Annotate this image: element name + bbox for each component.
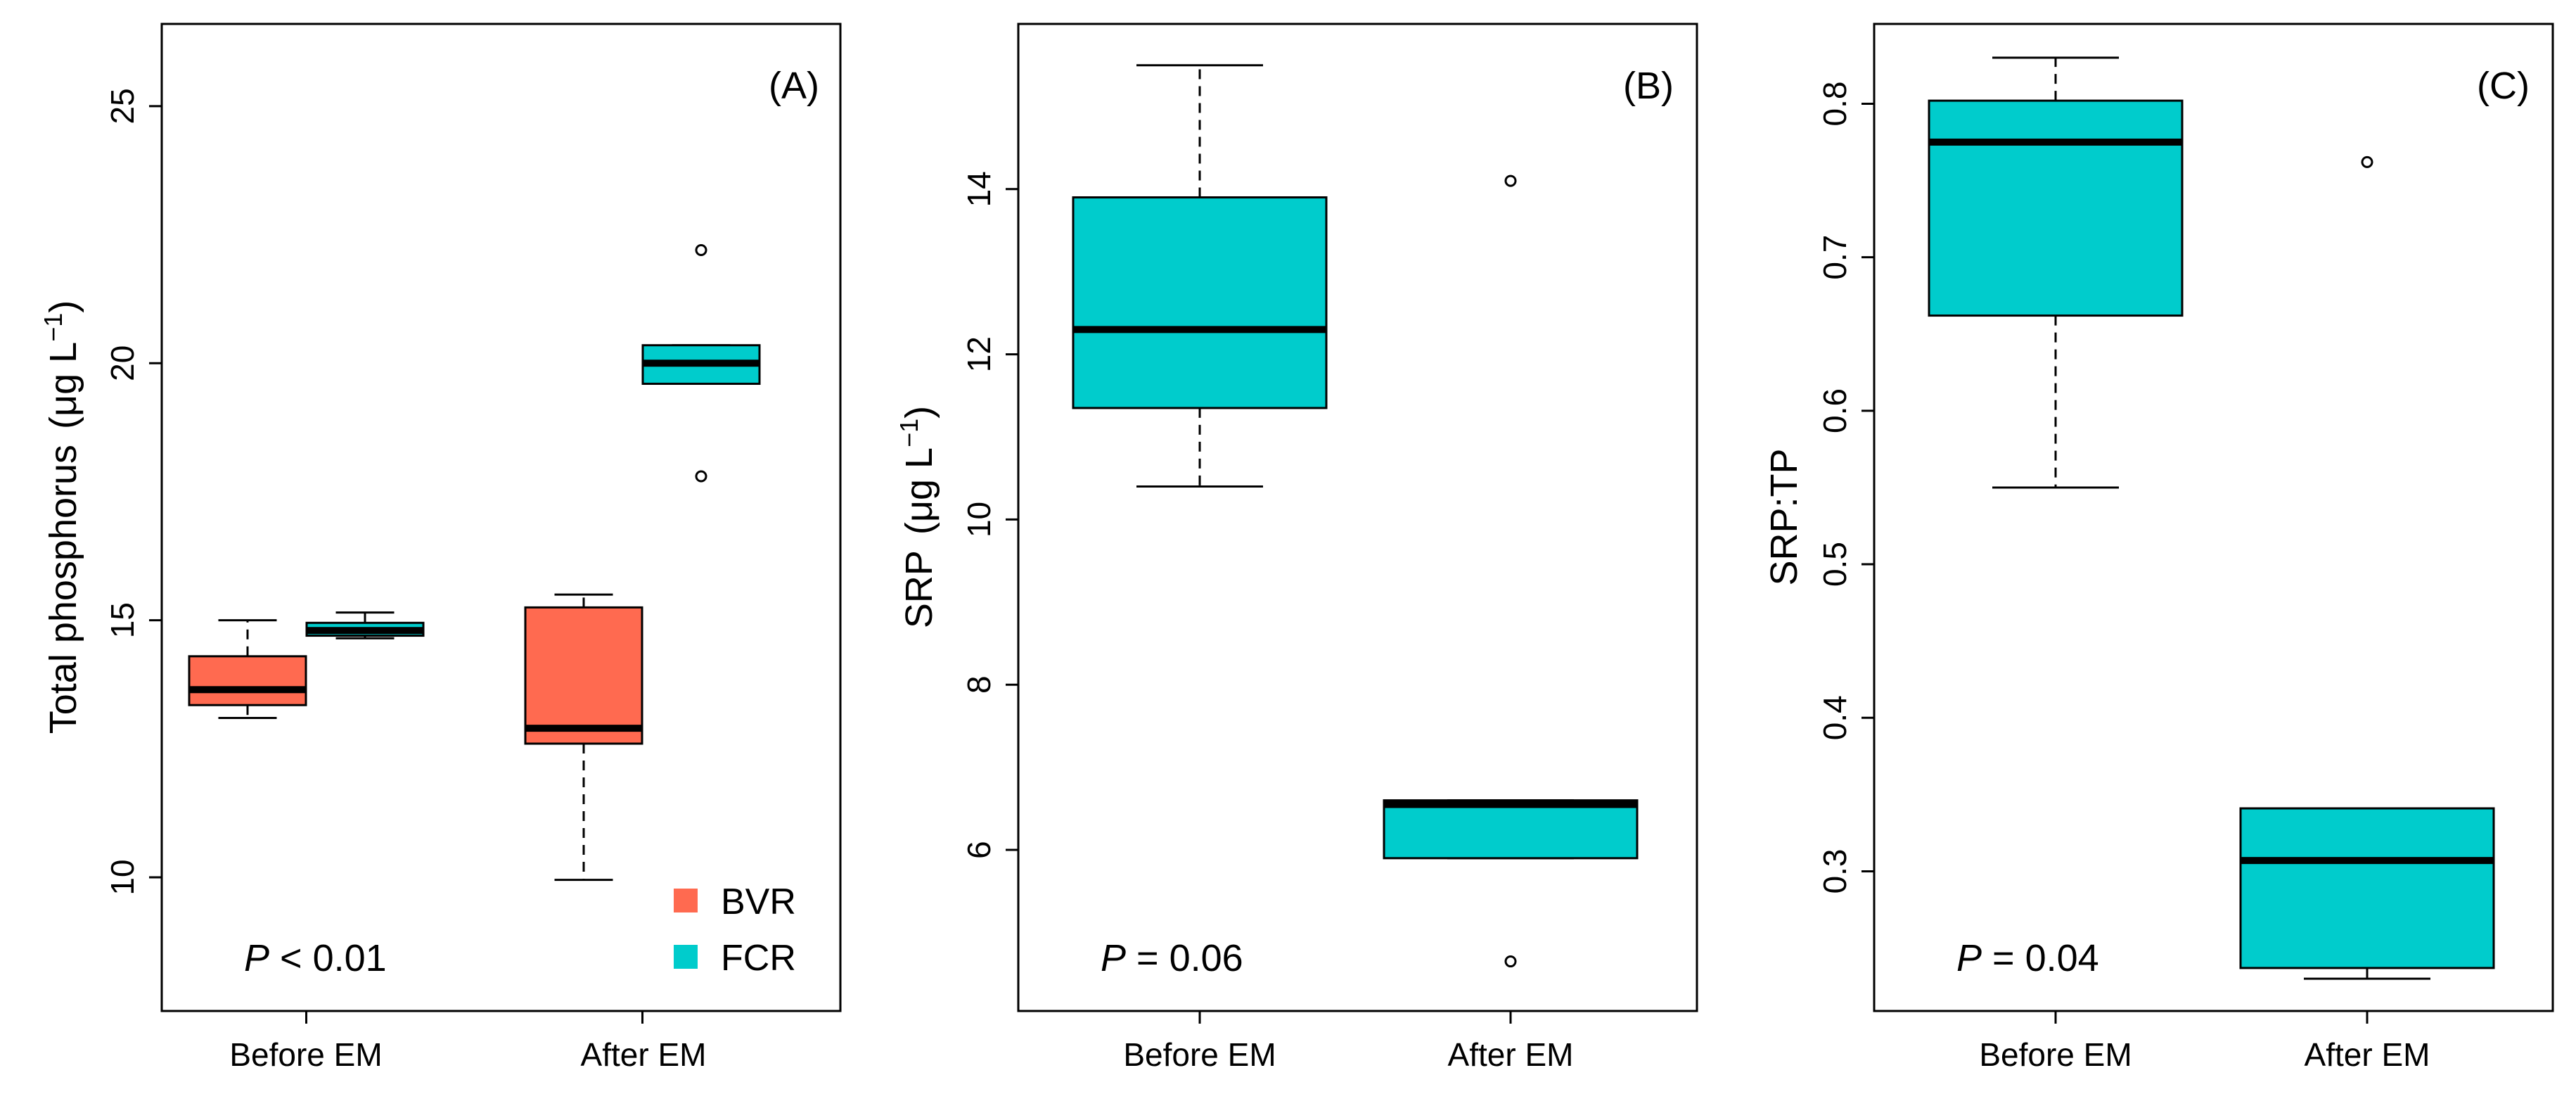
panel-b-p-value: P = 0.06 bbox=[1101, 937, 1243, 979]
y-tick-label: 0.8 bbox=[1816, 81, 1853, 126]
panel-a-x-axis: Before EM After EM bbox=[229, 1011, 706, 1073]
panel-b-y-axis-title: SRP(μg L−1) bbox=[895, 406, 940, 628]
y-tick-label: 20 bbox=[104, 345, 141, 381]
box-iqr bbox=[1928, 99, 2184, 317]
y-tick-label: 10 bbox=[961, 502, 997, 538]
panel-b-y-axis: 6 8 10 12 14 bbox=[961, 171, 1020, 859]
legend-label-bvr: BVR bbox=[721, 882, 796, 922]
panel-b-x-tick-before: Before EM bbox=[1123, 1036, 1276, 1073]
y-tick-label: 6 bbox=[961, 841, 997, 859]
outlier-point bbox=[1504, 174, 1517, 187]
box-iqr bbox=[524, 606, 643, 745]
panel-a-p-value: P < 0.01 bbox=[244, 937, 387, 979]
box-before-em-bvr bbox=[188, 619, 307, 719]
outlier-point bbox=[2361, 155, 2373, 168]
y-tick-label: 25 bbox=[104, 88, 141, 124]
panel-a-frame bbox=[160, 23, 842, 1012]
box-after-em-bvr bbox=[524, 593, 643, 882]
panel-c-y-axis: 0.3 0.4 0.5 0.6 0.7 0.8 bbox=[1816, 81, 1876, 893]
y-tick-label: 12 bbox=[961, 336, 997, 372]
legend-label-fcr: FCR bbox=[721, 938, 796, 979]
box-iqr bbox=[1383, 799, 1639, 860]
panel-c-p-value: P = 0.04 bbox=[1956, 937, 2099, 979]
y-tick-label: 15 bbox=[104, 602, 141, 638]
y-tick-label: 0.7 bbox=[1816, 235, 1853, 280]
legend: BVR FCR bbox=[674, 882, 796, 979]
box-before-em-fcr bbox=[1072, 64, 1328, 488]
legend-swatch-bvr bbox=[674, 889, 698, 912]
panel-a-x-tick-after: After EM bbox=[581, 1036, 707, 1073]
box-iqr bbox=[1072, 196, 1328, 409]
box-after-em-fcr bbox=[641, 244, 761, 483]
box-before-em-fcr bbox=[305, 611, 425, 640]
y-tick-label: 14 bbox=[961, 171, 997, 207]
panel-a-x-tick-before: Before EM bbox=[229, 1036, 382, 1073]
panel-b-label: (B) bbox=[1623, 65, 1674, 107]
panel-c: (C) SRP:TP 0.3 0.4 0.5 0.6 0.7 0.8 Before EM … bbox=[1763, 23, 2554, 1073]
panel-c-x-tick-after: After EM bbox=[2305, 1036, 2430, 1073]
y-tick-label: 0.5 bbox=[1816, 542, 1853, 587]
panel-a-label: (A) bbox=[769, 65, 819, 107]
y-tick-label: 0.4 bbox=[1816, 695, 1853, 740]
box-after-em-fcr bbox=[1383, 174, 1639, 968]
outlier-point bbox=[695, 244, 707, 257]
panel-c-x-axis: Before EM After EM bbox=[1979, 1011, 2430, 1073]
legend-swatch-fcr bbox=[674, 945, 698, 969]
box-iqr bbox=[188, 655, 307, 706]
panel-b-x-tick-after: After EM bbox=[1448, 1036, 1574, 1073]
panel-a-y-axis-title: Total phosphorus(μg L−1) bbox=[39, 300, 84, 734]
y-tick-label: 8 bbox=[961, 675, 997, 694]
panel-a-y-axis: 10 15 20 25 bbox=[104, 88, 163, 896]
panel-b: (B) SRP(μg L−1) 6 8 10 12 14 Before EM After… bbox=[895, 23, 1698, 1073]
outlier-point bbox=[1504, 955, 1517, 968]
box-before-em-fcr bbox=[1928, 56, 2184, 489]
panel-c-boxes bbox=[1928, 56, 2495, 980]
panel-b-boxes bbox=[1072, 64, 1639, 968]
panel-c-y-axis-title: SRP:TP bbox=[1763, 448, 1805, 585]
panel-b-frame bbox=[1017, 23, 1698, 1012]
panel-a-boxes bbox=[188, 244, 761, 882]
box-after-em-fcr bbox=[2239, 155, 2495, 980]
y-tick-label: 10 bbox=[104, 859, 141, 895]
panel-b-x-axis: Before EM After EM bbox=[1123, 1011, 1573, 1073]
box-iqr bbox=[2239, 807, 2495, 969]
outlier-point bbox=[695, 470, 707, 483]
y-tick-label: 0.6 bbox=[1816, 388, 1853, 433]
panel-c-x-tick-before: Before EM bbox=[1979, 1036, 2132, 1073]
y-tick-label: 0.3 bbox=[1816, 848, 1853, 893]
panel-a: (A) Total phosphorus(μg L−1) 10 15 20 25 Be… bbox=[39, 23, 842, 1073]
panel-c-label: (C) bbox=[2477, 65, 2530, 107]
